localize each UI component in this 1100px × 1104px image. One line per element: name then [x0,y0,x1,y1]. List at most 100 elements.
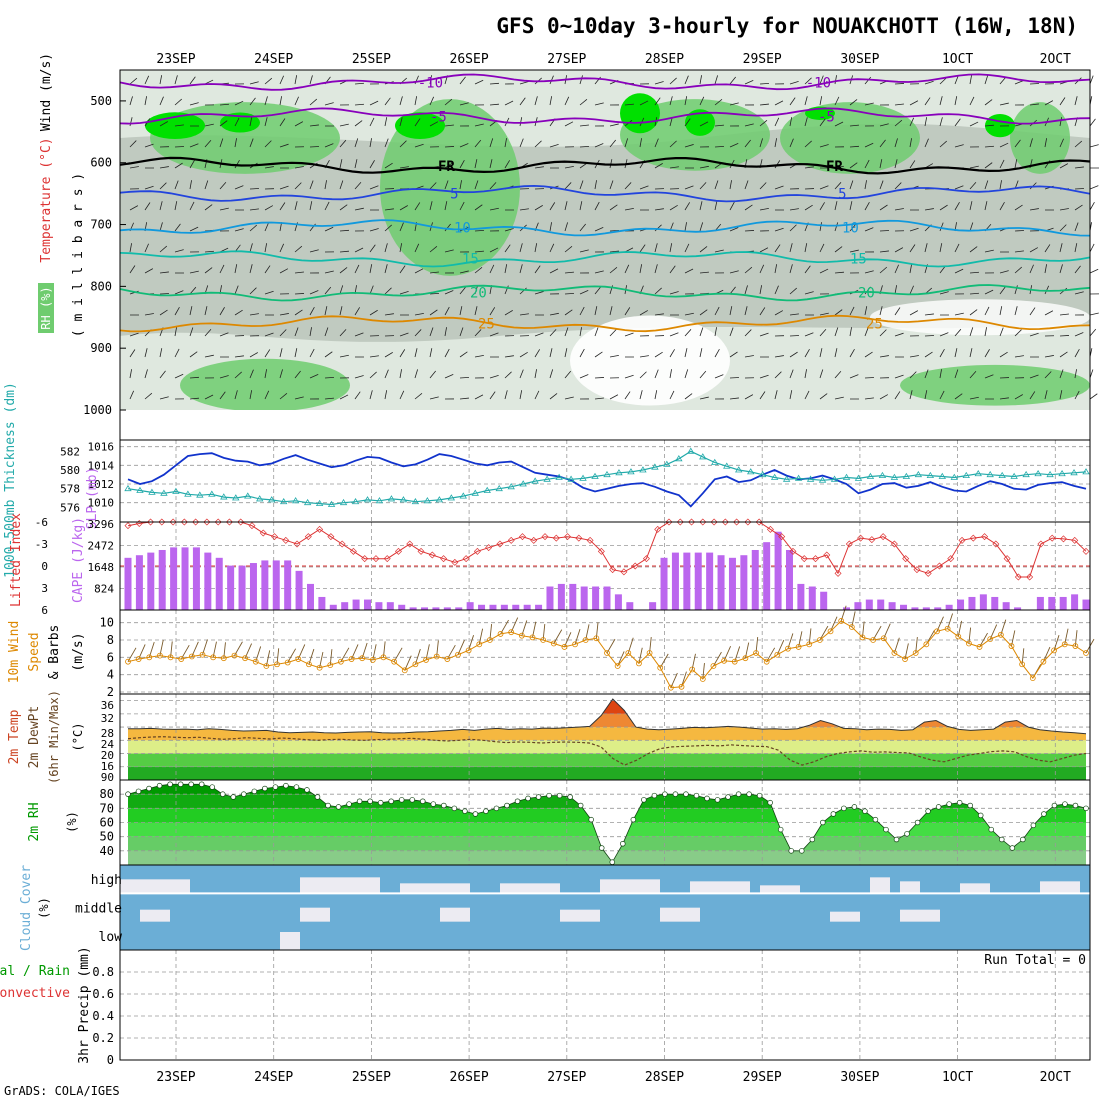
cape-bar [501,605,508,610]
wind-barb [445,146,454,147]
rh-point [420,799,425,804]
rh-point [231,795,236,800]
cape-bar [1037,597,1044,610]
wind-barb [310,146,319,147]
cape-bar [877,600,884,610]
cape-bar [752,550,759,610]
wind-barb [730,377,739,378]
cape-bar [398,605,405,610]
rh-point [220,792,225,797]
rh-point [589,817,594,822]
rh-point [241,792,246,797]
precip-tick-label: 0.6 [92,987,114,1001]
lifted-tick-label: -6 [35,516,48,529]
rh-point [368,799,373,804]
cloud-clear-patch [560,910,600,922]
top-date-tick: 23SEP [156,52,195,67]
rh-point [936,805,941,810]
rh-point [757,793,762,798]
temp-tick-label: 36 [101,699,114,712]
cape-bar [284,560,291,610]
rh-point [778,827,783,832]
isotherm-label: -5 [430,109,447,125]
cape-bar [1048,597,1055,610]
precip-total-label: Total / Rain [0,964,70,979]
wind-tick-label: 4 [107,668,114,682]
cape-bar [467,602,474,610]
cloud-clear-patch [120,879,190,893]
temp-tick-label: 32 [101,712,114,725]
cape-bar [1060,597,1067,610]
rh-point [884,827,889,832]
rh-point [452,806,457,811]
cape-bar [147,553,154,610]
top-date-tick: 25SEP [352,52,391,67]
rh-point [252,789,257,794]
rh2m-axis-label: 2m RH [27,802,42,841]
cape-tick-label: 2472 [88,540,115,553]
rh-point [505,803,510,808]
temp-band [120,767,1090,780]
cape-bar [364,600,371,610]
wind-barb [295,293,304,294]
rh-point [684,792,689,797]
cloud-clear-patch [280,932,300,950]
isotherm-label: -10 [418,75,443,91]
bottom-date-tick: 1OCT [942,1070,973,1085]
wind-barb [1090,202,1094,210]
rh-point [905,831,910,836]
precip-tick-label: 0 [107,1053,114,1067]
rh-point [968,803,973,808]
precip-frame [120,950,1090,1060]
wind-axis-label: Speed [27,632,42,671]
isotherm-label: 15 [850,252,867,268]
wind-barb [1090,119,1095,126]
thickness-tick-label: 578 [60,483,80,496]
chart-title: GFS 0~10day 3-hourly for NOUAKCHOTT (16W… [496,14,1078,38]
cloud-clear-patch [870,877,890,893]
cape-bar [330,605,337,610]
cloud-background [120,865,1090,950]
wind-barb [1090,313,1099,315]
rh-point [641,797,646,802]
cape-bar [706,553,713,610]
rh-point [1031,823,1036,828]
cape-bar [273,560,280,610]
rh-moist-area [180,359,350,412]
surface-gap [120,410,1090,440]
thickness-point [1083,469,1089,474]
cape-bar [718,555,725,610]
rh-point [736,792,741,797]
cloud-unit-label: (%) [37,897,51,919]
cloud-clear-patch [900,881,920,893]
rh-tick-label: 40 [100,844,114,858]
cape-bar [740,555,747,610]
isotherm-label: 15 [462,252,479,268]
rh-point [210,785,215,790]
slp-tick-label: 1016 [88,441,115,454]
bottom-date-tick: 30SEP [840,1070,879,1085]
cape-bar [318,597,325,610]
rh-point [894,837,899,842]
lifted-axis-label: Lifted Index [9,513,24,607]
top-date-tick: 2OCT [1040,52,1071,67]
rh-band [120,808,1090,822]
rh-point [347,802,352,807]
bottom-date-tick: 26SEP [450,1070,489,1085]
slp-line [128,453,1086,506]
minmax-axis-label: (6hr Min/Max) [47,690,61,784]
cape-axis-label: CAPE (J/kg) [71,517,86,603]
rh-tick-label: 60 [100,816,114,830]
cape-bar [296,571,303,610]
top-date-tick: 1OCT [942,52,973,67]
rh-point [652,793,657,798]
rh-point [273,785,278,790]
rh-point [294,785,299,790]
cape-bar [649,602,656,610]
rh-point [1063,802,1068,807]
bottom-date-tick: 24SEP [254,1070,293,1085]
cape-tick-label: 3296 [88,518,115,531]
pressure-tick-label: 1000 [83,403,112,417]
